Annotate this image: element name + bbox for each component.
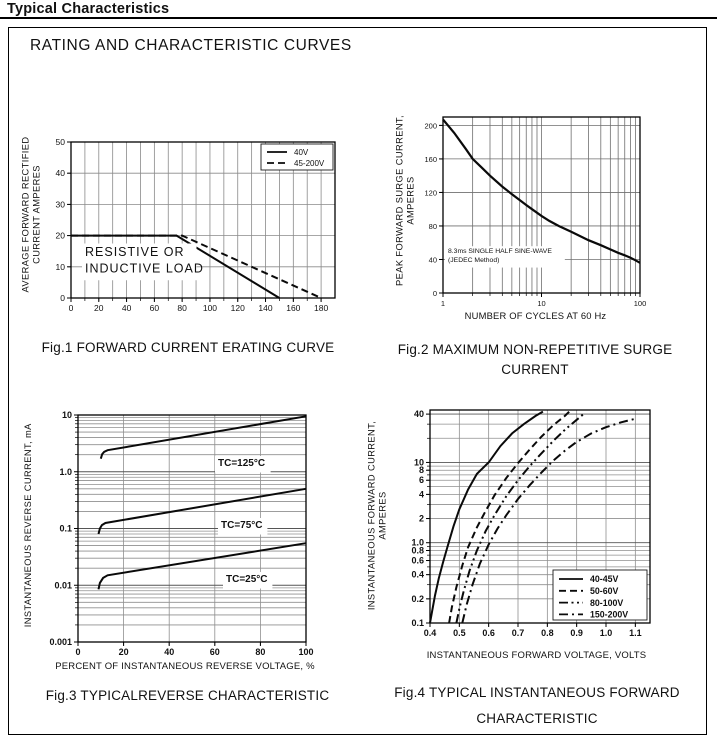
svg-text:0.7: 0.7 [512,628,525,638]
svg-text:60: 60 [210,647,220,657]
svg-text:(JEDEC Method): (JEDEC Method) [448,257,499,264]
svg-text:80: 80 [177,303,187,313]
svg-text:120: 120 [231,303,245,313]
svg-text:30: 30 [56,199,66,209]
svg-text:50: 50 [56,137,66,147]
y-axis-label-line: AMPERES [377,491,387,540]
caption-line: Fig.1 FORWARD CURRENT ERATING CURVE [41,340,335,355]
caption-line: Fig.3 TYPICALREVERSE CHARACTERISTIC [45,688,330,703]
svg-text:6: 6 [419,475,424,485]
figure-2-x-axis-label: NUMBER OF CYCLES AT 60 Hz [464,310,607,321]
svg-text:100: 100 [634,299,647,308]
svg-text:0.6: 0.6 [482,628,495,638]
section-heading: RATING AND CHARACTERISTIC CURVES [30,37,352,54]
svg-text:160: 160 [424,155,437,164]
svg-text:10: 10 [537,299,545,308]
caption-line: CURRENT [501,362,569,377]
svg-text:150-200V: 150-200V [590,610,628,620]
svg-text:180: 180 [314,303,328,313]
y-axis-label-line: AVERAGE FORWARD RECTIFIED [20,136,31,293]
y-axis-label-line: INSTANTANEOUS REVERSE CURRENT, mA [22,423,33,628]
svg-text:40: 40 [429,255,437,264]
page-title: Typical Characteristics [7,1,170,17]
figure-3-x-axis-label: PERCENT OF INSTANTANEOUS REVERSE VOLTAGE… [55,661,315,672]
figure-3-caption: Fig.3 TYPICALREVERSE CHARACTERISTIC [10,688,365,703]
svg-text:10: 10 [414,457,424,467]
svg-text:40-45V: 40-45V [590,574,618,584]
title-rule [0,17,717,19]
svg-text:TC=125°C: TC=125°C [218,458,265,469]
svg-text:40: 40 [122,303,132,313]
svg-text:10: 10 [62,410,72,420]
figure-1-chart: RESISTIVE OR INDUCTIVE LOAD 40V 45-200V 0 20 4… [56,137,336,313]
svg-text:0: 0 [69,303,74,313]
figure-4-y-axis-label: INSTANTANEOUS FORWARD CURRENT, AMPERES [367,391,388,641]
svg-text:100: 100 [298,647,313,657]
caption-line: Fig.4 TYPICAL INSTANTANEOUS FORWARD [394,685,680,700]
y-axis-label-line: INSTANTANEOUS FORWARD CURRENT, [366,420,377,611]
svg-text:80-100V: 80-100V [590,598,623,608]
svg-text:4: 4 [419,489,424,499]
svg-text:RESISTIVE OR: RESISTIVE OR [85,245,185,259]
svg-text:8.3ms SINGLE HALF SINE-WAVE: 8.3ms SINGLE HALF SINE-WAVE [448,248,552,255]
svg-text:0.6: 0.6 [411,556,424,566]
figure-4-chart: 40-45V 50-60V 80-100V 150-200V 0.4 0.5 0.6 0.7 0… [411,409,651,638]
svg-text:0.5: 0.5 [453,628,466,638]
svg-text:100: 100 [203,303,217,313]
svg-text:120: 120 [424,188,437,197]
svg-text:0: 0 [60,293,65,303]
svg-text:20: 20 [56,231,66,241]
figure-4-caption: Fig.4 TYPICAL INSTANTANEOUS FORWARD CHAR… [392,680,682,732]
svg-text:80: 80 [429,222,437,231]
svg-text:0.9: 0.9 [570,628,583,638]
svg-text:40: 40 [414,409,424,419]
figure-3-chart: TC=125°C TC=75°C TC=25°C 0 20 40 60 80 100 0.001 0… [49,410,313,657]
svg-text:40: 40 [56,168,66,178]
svg-text:TC=75°C: TC=75°C [221,520,263,531]
svg-text:20: 20 [94,303,104,313]
svg-text:60: 60 [150,303,160,313]
figure-2-caption: Fig.2 MAXIMUM NON-REPETITIVE SURGE CURRE… [390,340,680,380]
figure-1-caption: Fig.1 FORWARD CURRENT ERATING CURVE [13,340,363,355]
svg-text:1: 1 [441,299,445,308]
svg-text:1.0: 1.0 [59,467,72,477]
svg-text:160: 160 [286,303,300,313]
figure-4-x-axis-label: INSTANTANEOUS FORWARD VOLTAGE, VOLTS [426,650,647,661]
svg-text:2: 2 [419,514,424,524]
svg-text:0: 0 [75,647,80,657]
svg-text:40: 40 [164,647,174,657]
svg-text:40V: 40V [294,148,309,157]
svg-text:45-200V: 45-200V [294,159,325,168]
svg-text:140: 140 [258,303,272,313]
svg-text:1.0: 1.0 [411,538,424,548]
svg-text:200: 200 [424,121,437,130]
caption-line: CHARACTERISTIC [476,711,598,726]
svg-text:INDUCTIVE LOAD: INDUCTIVE LOAD [85,261,204,275]
figure-3-y-axis-label: INSTANTANEOUS REVERSE CURRENT, mA [23,400,34,650]
svg-text:50-60V: 50-60V [590,586,618,596]
svg-text:0.1: 0.1 [411,618,424,628]
svg-text:0: 0 [433,289,437,298]
svg-text:0.4: 0.4 [424,628,437,638]
svg-text:TC=25°C: TC=25°C [226,574,268,585]
svg-text:1.0: 1.0 [600,628,613,638]
svg-text:80: 80 [255,647,265,657]
svg-text:0.1: 0.1 [59,524,72,534]
svg-text:0.4: 0.4 [411,570,424,580]
svg-text:0.001: 0.001 [49,637,72,647]
y-axis-label-line: PEAK FORWARD SURGE CURRENT, [394,115,405,286]
svg-text:20: 20 [119,647,129,657]
svg-text:0.01: 0.01 [54,580,72,590]
svg-text:8: 8 [419,465,424,475]
svg-text:0.8: 0.8 [411,545,424,555]
caption-line: Fig.2 MAXIMUM NON-REPETITIVE SURGE [397,342,673,357]
svg-text:1.1: 1.1 [629,628,642,638]
svg-text:0.2: 0.2 [411,594,424,604]
svg-text:10: 10 [56,262,66,272]
svg-text:0.8: 0.8 [541,628,554,638]
figure-2-chart: 8.3ms SINGLE HALF SINE-WAVE (JEDEC Method… [424,116,647,308]
